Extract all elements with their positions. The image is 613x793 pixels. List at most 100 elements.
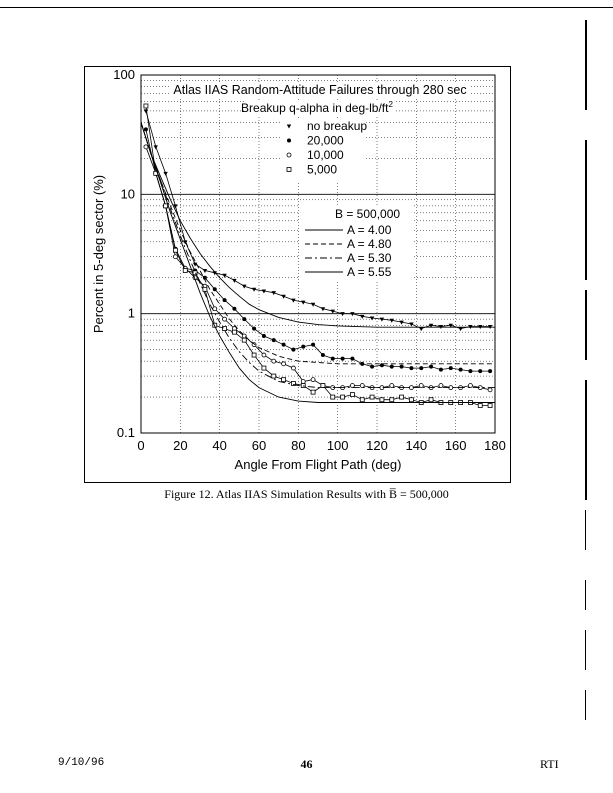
data-point-filled-circle <box>330 356 335 361</box>
data-point-triangle <box>281 294 286 299</box>
change-bar <box>585 380 587 500</box>
data-point-open-circle <box>350 383 355 388</box>
data-point-filled-circle <box>409 366 414 371</box>
x-tick-label: 140 <box>405 438 427 453</box>
subtitle-superscript: 2 <box>388 100 393 109</box>
data-point-triangle <box>242 284 247 289</box>
data-point-filled-circle <box>271 338 276 343</box>
x-tick-label: 60 <box>252 438 266 453</box>
data-point-triangle <box>360 314 365 319</box>
data-point-triangle <box>310 302 316 307</box>
data-point-open-circle <box>271 358 277 364</box>
series-a-5-30 <box>140 122 495 389</box>
line-legend: B = 500,000 A = 4.00A = 4.80A = 5.30A = 5… <box>300 205 414 281</box>
data-point-open-square <box>261 365 267 371</box>
data-point-open-square <box>300 383 306 388</box>
y-tick-label: 100 <box>113 67 135 82</box>
data-point-triangle <box>428 323 434 328</box>
data-point-triangle <box>448 323 453 328</box>
legend-line-label: A = 4.80 <box>347 237 392 251</box>
change-bar <box>585 140 587 280</box>
legend-symbol-label: 20,000 <box>307 134 344 148</box>
data-point-triangle <box>379 317 385 322</box>
chart-frame: 0 20 40 60 80 100 120 140 160 180 0.1 1 10 100 Angle F… <box>84 66 511 483</box>
data-point-filled-circle <box>242 317 247 322</box>
data-point-filled-circle <box>252 326 257 331</box>
data-point-triangle <box>350 312 355 317</box>
data-point-triangle <box>153 145 158 150</box>
data-point-open-square <box>241 337 247 343</box>
data-point-open-square <box>182 268 188 273</box>
data-point-open-square <box>222 326 227 331</box>
data-point-triangle <box>202 269 208 274</box>
legend-line-label: A = 5.30 <box>347 251 392 265</box>
change-bar <box>585 290 587 360</box>
data-point-open-square <box>291 381 296 386</box>
data-point-filled-circle <box>429 364 434 369</box>
series-line <box>140 122 495 365</box>
data-point-filled-circle <box>488 369 493 374</box>
data-point-open-square <box>232 329 237 335</box>
legend-line-label: A = 5.55 <box>347 265 392 279</box>
data-point-filled-circle <box>370 364 375 369</box>
y-tick-label: 10 <box>121 186 135 201</box>
change-bar <box>585 510 586 550</box>
data-point-filled-circle <box>458 367 463 372</box>
footer-date: 9/10/96 <box>58 757 105 769</box>
chart-title: Atlas IIAS Random-Attitude Failures thro… <box>173 83 466 97</box>
data-point-open-square <box>409 397 414 403</box>
data-point-open-circle <box>281 361 286 367</box>
data-point-open-circle <box>173 254 178 260</box>
series-a-5-55 <box>140 122 495 403</box>
data-point-filled-circle <box>438 367 443 372</box>
data-point-open-square <box>330 394 336 400</box>
data-point-filled-circle <box>399 364 404 369</box>
x-tick-label: 80 <box>291 438 305 453</box>
data-point-triangle <box>458 327 463 332</box>
series-a-4-80 <box>140 122 495 365</box>
data-point-open-square <box>369 394 375 400</box>
data-point-triangle <box>163 171 168 176</box>
data-point-filled-circle <box>320 353 325 358</box>
data-point-open-circle <box>468 383 473 388</box>
data-point-open-circle <box>418 383 424 388</box>
data-point-triangle <box>286 124 292 129</box>
data-point-open-circle <box>300 379 306 384</box>
data-point-filled-circle <box>261 333 266 338</box>
change-bar <box>585 630 586 670</box>
data-point-filled-circle <box>340 356 345 361</box>
data-point-open-circle <box>143 144 149 150</box>
data-point-triangle <box>232 278 237 283</box>
data-point-filled-circle <box>232 306 237 311</box>
x-tick-label: 180 <box>484 438 506 453</box>
data-point-triangle <box>212 271 217 276</box>
data-point-open-square <box>173 247 178 253</box>
data-point-open-square <box>389 397 395 403</box>
change-bar <box>585 690 586 720</box>
data-point-triangle <box>143 109 149 114</box>
data-point-triangle <box>409 322 414 327</box>
plot-area-border <box>140 74 496 434</box>
chart-subtitle: Breakup q-alpha in deg-lb/ft2 <box>241 100 393 115</box>
data-point-open-circle <box>310 377 316 383</box>
data-point-filled-circle <box>287 138 291 143</box>
data-point-triangle <box>222 273 227 278</box>
data-point-open-circle <box>261 352 267 358</box>
data-point-open-circle <box>389 383 395 388</box>
legend-symbol-label: 10,000 <box>307 148 344 162</box>
title-backdrop <box>169 82 471 97</box>
data-point-filled-circle <box>281 342 286 347</box>
series-a-4-00 <box>140 122 495 328</box>
data-point-filled-circle <box>291 347 296 352</box>
data-point-open-square <box>487 403 493 408</box>
data-point-triangle <box>183 240 188 245</box>
data-point-triangle <box>192 262 198 267</box>
data-point-triangle <box>261 289 267 294</box>
data-point-open-square <box>251 352 257 358</box>
data-point-open-circle <box>291 365 296 371</box>
data-point-filled-circle <box>301 344 306 349</box>
data-point-filled-circle <box>478 369 483 374</box>
footer-page-number: 46 <box>300 757 313 771</box>
legend-symbol-label: 5,000 <box>307 163 337 177</box>
